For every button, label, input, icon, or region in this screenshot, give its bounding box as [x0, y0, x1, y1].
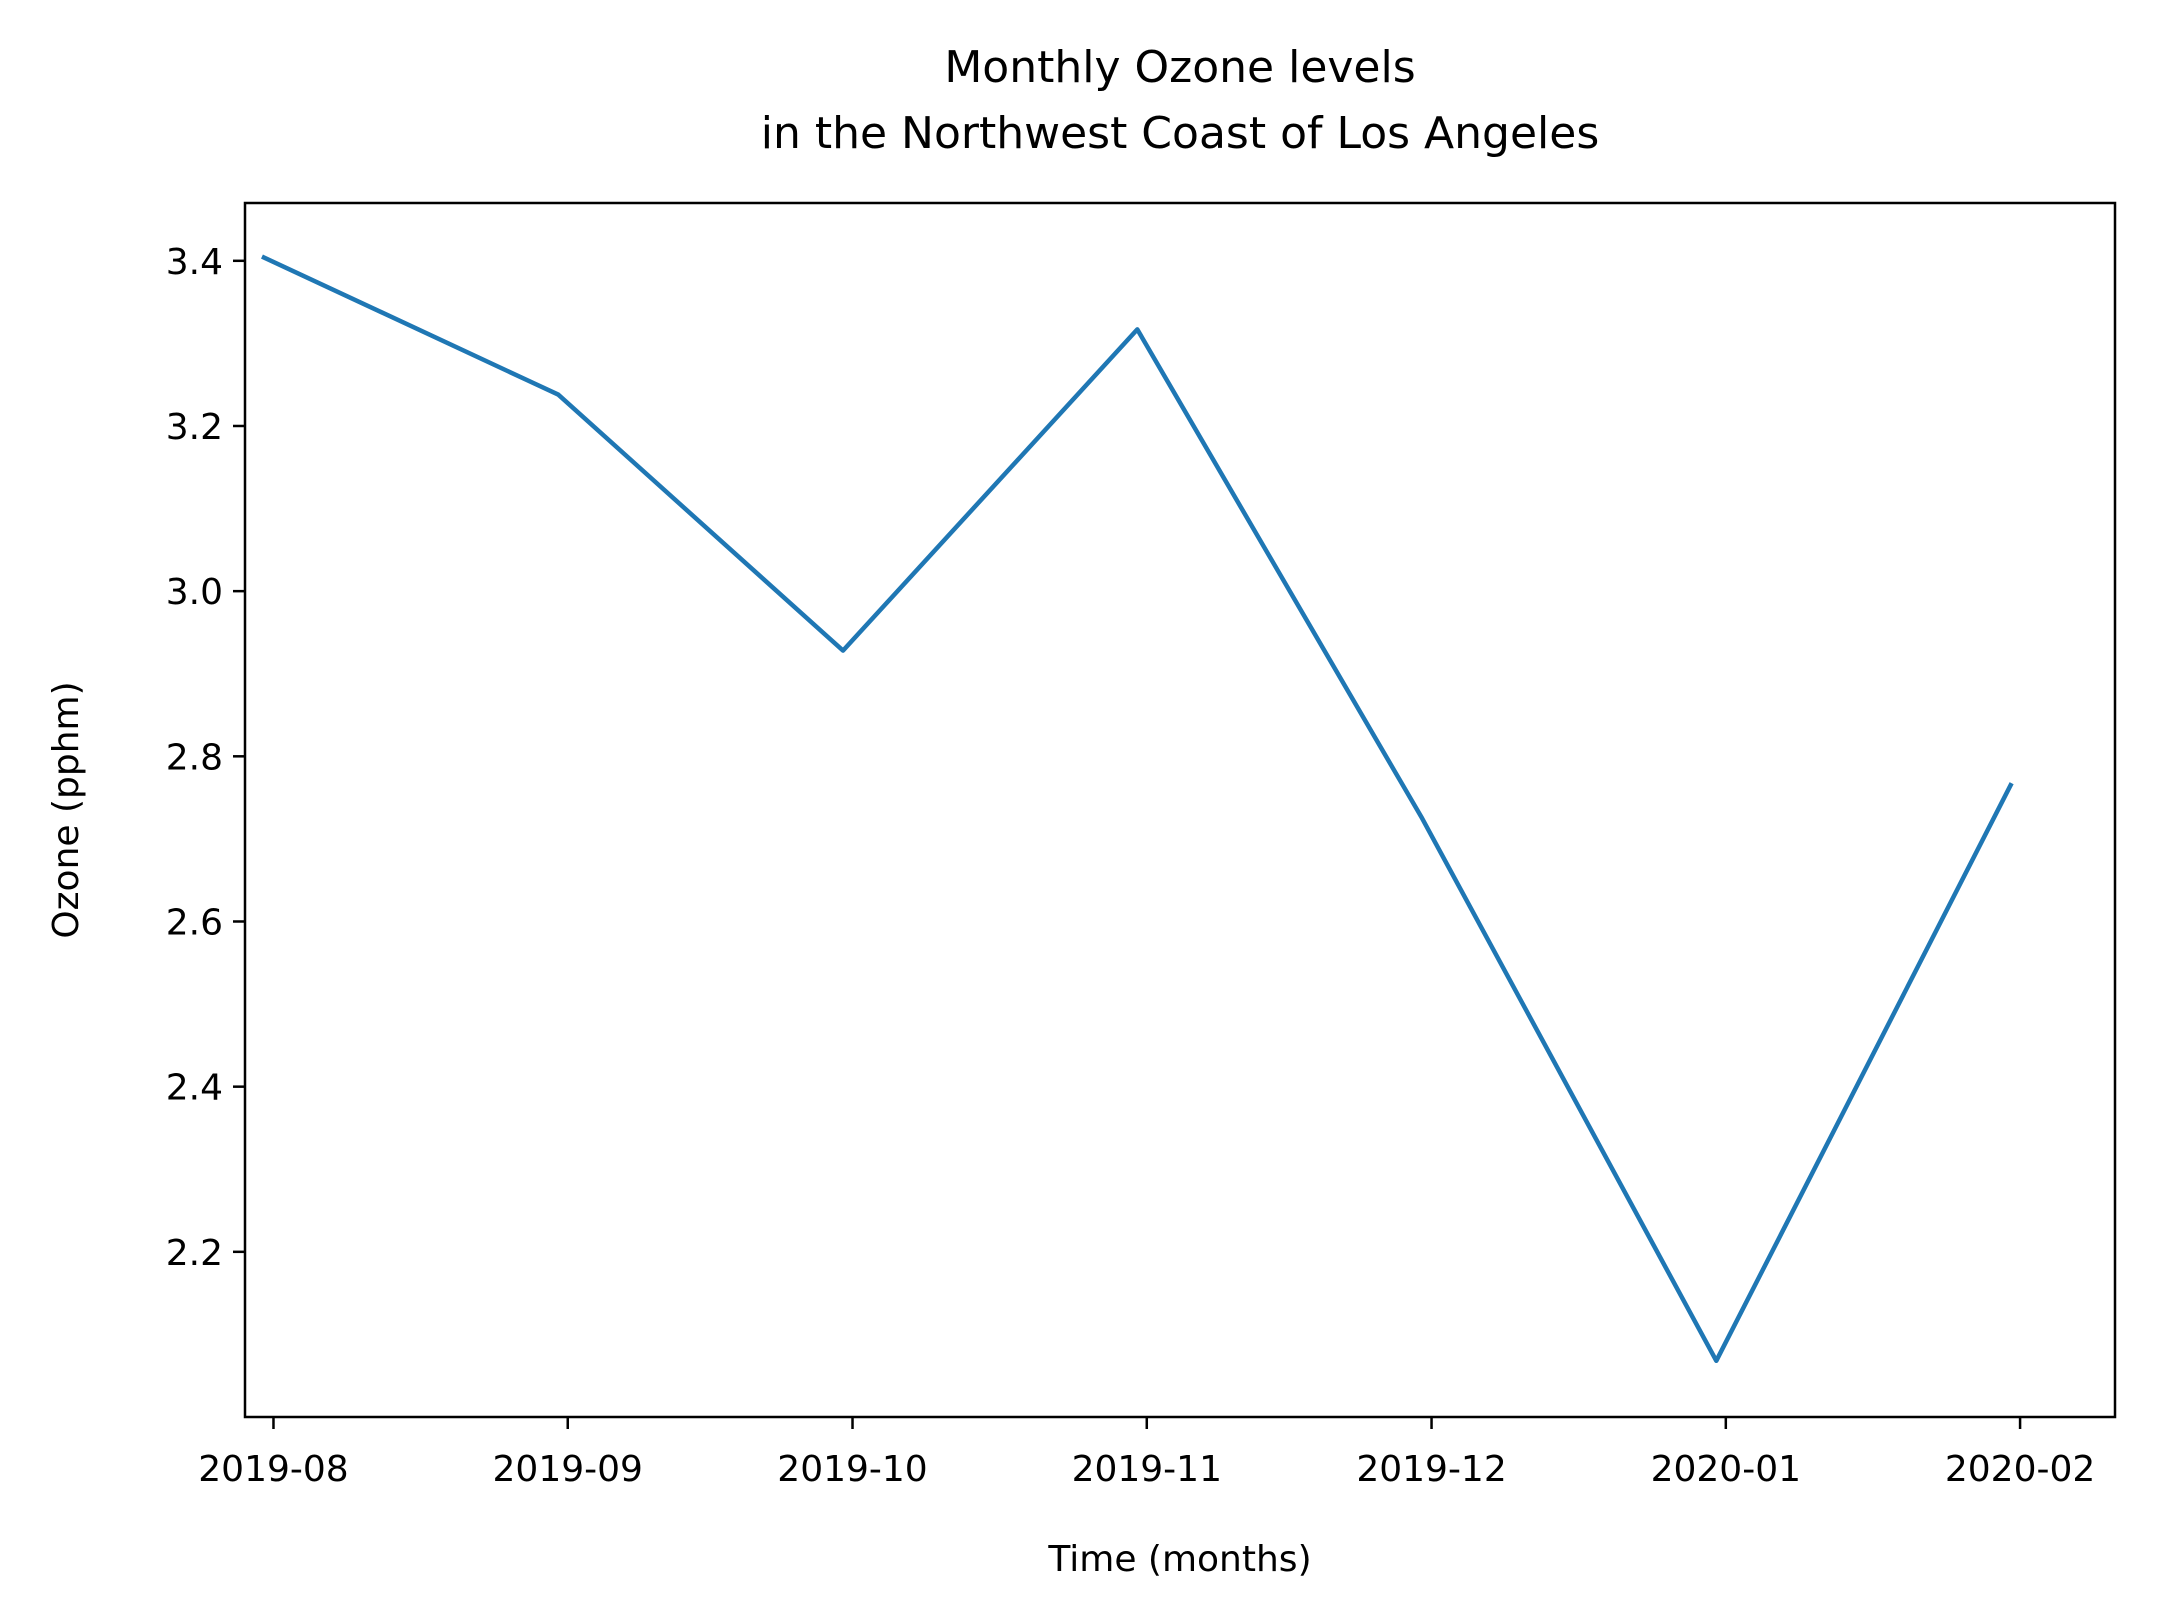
y-tick-label: 2.6 — [166, 902, 223, 943]
y-tick-label: 3.2 — [166, 407, 223, 448]
x-tick-label: 2019-12 — [1356, 1449, 1506, 1490]
x-axis-ticks: 2019-08 2019-09 2019-10 2019-11 2019-12 2020-… — [198, 1417, 2095, 1490]
y-tick-label: 2.4 — [166, 1068, 223, 1109]
y-tick-label: 2.8 — [166, 737, 223, 778]
y-tick-label: 3.0 — [166, 572, 223, 613]
plot-frame — [245, 203, 2115, 1417]
x-axis-label: Time (months) — [1047, 1539, 1311, 1580]
x-tick-label: 2019-08 — [198, 1449, 348, 1490]
y-axis-ticks: 2.2 2.4 2.6 2.8 3.0 3.2 3.4 — [166, 242, 245, 1274]
chart-title-line: in the Northwest Coast of Los Angeles — [761, 108, 1600, 159]
x-tick-label: 2019-11 — [1072, 1449, 1222, 1490]
y-tick-label: 3.4 — [166, 242, 223, 283]
y-axis-label: Ozone (pphm) — [46, 681, 87, 938]
series-layer — [264, 257, 2011, 1360]
x-tick-label: 2019-10 — [777, 1449, 927, 1490]
x-tick-label: 2020-02 — [1945, 1449, 2095, 1490]
y-tick-label: 2.2 — [166, 1233, 223, 1274]
chart-title: Monthly Ozone levels in the Northwest Coa… — [761, 42, 1600, 159]
ozone-series-line — [264, 258, 2011, 1361]
x-tick-label: 2020-01 — [1651, 1449, 1801, 1490]
chart-title-line: Monthly Ozone levels — [944, 42, 1415, 93]
x-tick-label: 2019-09 — [493, 1449, 643, 1490]
